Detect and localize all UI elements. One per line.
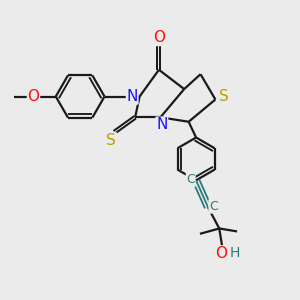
Text: H: H — [230, 246, 240, 260]
Text: O: O — [215, 246, 227, 261]
Text: C: C — [209, 200, 218, 213]
Text: C: C — [186, 173, 195, 186]
Text: N: N — [127, 89, 138, 104]
Text: S: S — [219, 89, 229, 104]
Text: S: S — [106, 133, 116, 148]
Text: O: O — [28, 89, 40, 104]
Text: O: O — [153, 30, 165, 45]
Text: N: N — [156, 117, 168, 132]
